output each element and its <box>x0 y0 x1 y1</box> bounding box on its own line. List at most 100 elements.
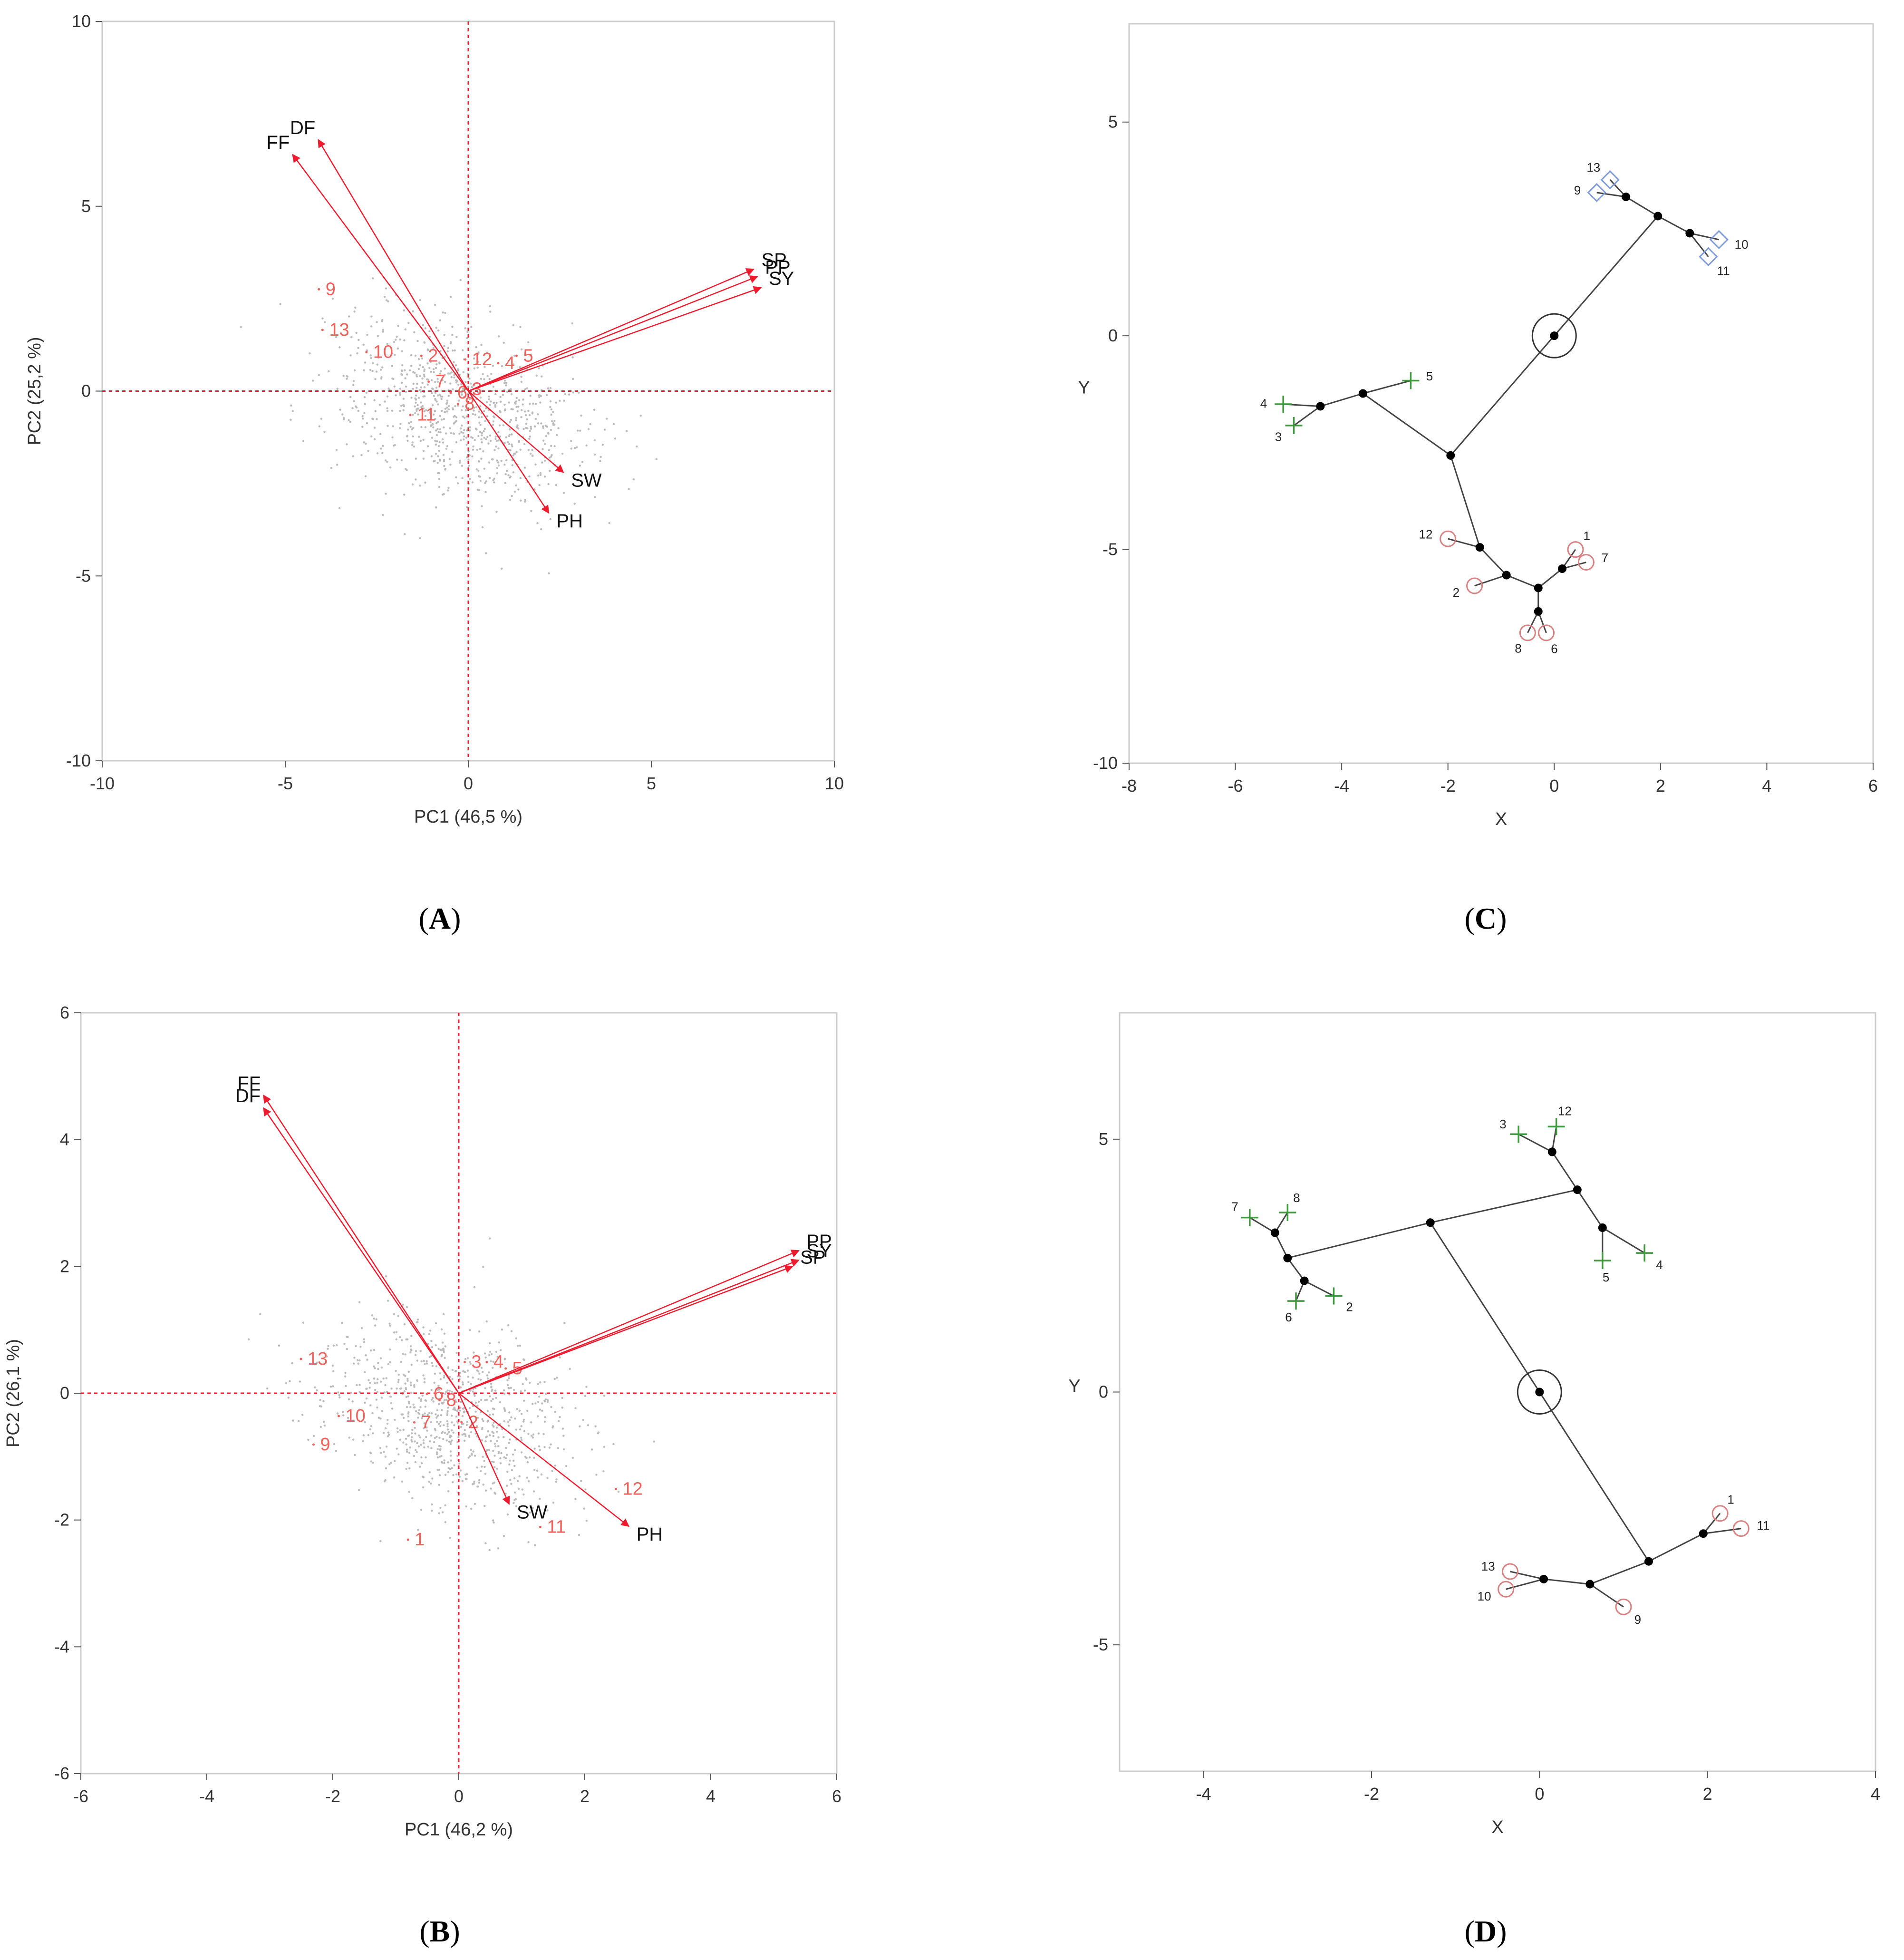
cloud-point <box>413 1384 416 1387</box>
cloud-point <box>589 423 591 426</box>
cloud-point <box>519 326 522 328</box>
cloud-point <box>384 1384 387 1387</box>
cloud-point <box>339 408 341 411</box>
cloud-point <box>460 391 463 394</box>
cloud-point <box>438 486 441 488</box>
cloud-point <box>461 393 463 396</box>
cloud-point <box>492 1367 494 1369</box>
cloud-point <box>525 427 527 429</box>
x-tick-label: -6 <box>1228 776 1243 796</box>
cloud-point <box>406 1450 408 1453</box>
cloud-point <box>401 350 403 352</box>
cloud-point <box>493 1443 496 1445</box>
cloud-point <box>431 404 434 407</box>
leaf-group: 7 <box>1577 551 1608 571</box>
cloud-point <box>447 1467 450 1469</box>
cloud-point <box>548 456 551 459</box>
cloud-point <box>423 395 426 398</box>
cloud-point <box>307 1438 309 1441</box>
leaf-edge <box>1596 192 1626 198</box>
cloud-point <box>570 447 573 450</box>
cloud-point <box>409 369 411 372</box>
cloud-point <box>371 277 374 280</box>
cloud-point <box>318 374 320 376</box>
cloud-point <box>441 1341 444 1344</box>
cloud-point <box>499 1462 502 1465</box>
cloud-point <box>509 1479 512 1481</box>
cloud-point <box>385 299 388 301</box>
leaf-edge <box>1448 538 1480 548</box>
cloud-point <box>431 437 434 439</box>
cloud-point <box>420 1444 422 1446</box>
cloud-point <box>528 414 531 417</box>
cloud-point <box>508 435 511 437</box>
cloud-point <box>459 1469 462 1472</box>
cloud-point <box>453 376 455 379</box>
cloud-point <box>452 1431 455 1434</box>
cloud-point <box>538 1445 541 1447</box>
cloud-point <box>461 477 464 479</box>
cloud-point <box>540 422 542 425</box>
constellation-panel-c: -8 -6 -4 -2 0 2 4 6 -10 -5 0 5 X Y 13 9 10 11 5 4 3 12 2 1 7 8 6 <box>1022 0 1902 880</box>
cloud-point <box>423 386 426 388</box>
cloud-point <box>396 1447 398 1450</box>
cloud-point <box>380 1397 383 1399</box>
cloud-point <box>416 1379 419 1382</box>
cloud-point <box>507 441 509 444</box>
cloud-point <box>421 1417 424 1419</box>
cloud-point <box>463 438 465 441</box>
cloud-point <box>464 1474 467 1476</box>
cloud-point <box>498 335 500 338</box>
cloud-point <box>430 1355 433 1358</box>
cloud-point <box>343 1342 346 1345</box>
leaf-group: 9 <box>1574 183 1606 203</box>
cloud-point <box>406 1448 408 1451</box>
cloud-point <box>556 1377 558 1379</box>
cloud-point <box>520 416 522 418</box>
cloud-point <box>524 500 526 503</box>
cloud-point <box>424 1412 426 1415</box>
loading-label: DF <box>235 1086 261 1106</box>
x-tick-label: 2 <box>1656 776 1665 796</box>
cloud-point <box>499 396 502 398</box>
cloud-point <box>352 1438 355 1441</box>
cloud-point <box>414 1432 416 1435</box>
leaf-label: 5 <box>1603 1270 1609 1284</box>
cloud-point <box>411 483 414 485</box>
cloud-point <box>437 421 439 423</box>
cloud-point <box>356 1384 358 1387</box>
cloud-point <box>488 378 491 380</box>
cloud-point <box>574 446 576 449</box>
tree-edge <box>1625 196 1659 217</box>
cloud-point <box>448 1389 451 1392</box>
cloud-point <box>420 390 422 393</box>
cloud-point <box>433 1441 435 1444</box>
cloud-point <box>459 1375 461 1378</box>
leaf-edge <box>1304 1280 1334 1297</box>
cloud-point <box>349 421 352 423</box>
cloud-point <box>543 1446 546 1448</box>
cloud-point <box>585 1520 588 1522</box>
cloud-point <box>435 429 437 432</box>
cloud-point <box>406 1379 409 1382</box>
cloud-point <box>510 418 512 421</box>
cloud-point <box>520 348 523 351</box>
cloud-point <box>438 1474 441 1476</box>
cloud-point <box>414 1426 416 1429</box>
cloud-point <box>480 1411 482 1414</box>
cloud-point <box>377 1368 379 1370</box>
leaf-circle-marker <box>1502 1563 1518 1580</box>
cloud-point <box>396 1427 399 1430</box>
cloud-point <box>328 370 330 372</box>
cloud-point <box>515 484 517 487</box>
cloud-point <box>655 458 658 460</box>
tree-edge <box>1551 1151 1578 1190</box>
cloud-point <box>541 461 543 464</box>
loading-label: PH <box>556 511 583 532</box>
observation-label: 9 <box>326 279 336 299</box>
cloud-point <box>435 506 437 509</box>
cloud-point <box>430 379 433 381</box>
cloud-point <box>512 471 515 474</box>
cloud-point <box>545 435 548 437</box>
cloud-point <box>552 1501 555 1504</box>
